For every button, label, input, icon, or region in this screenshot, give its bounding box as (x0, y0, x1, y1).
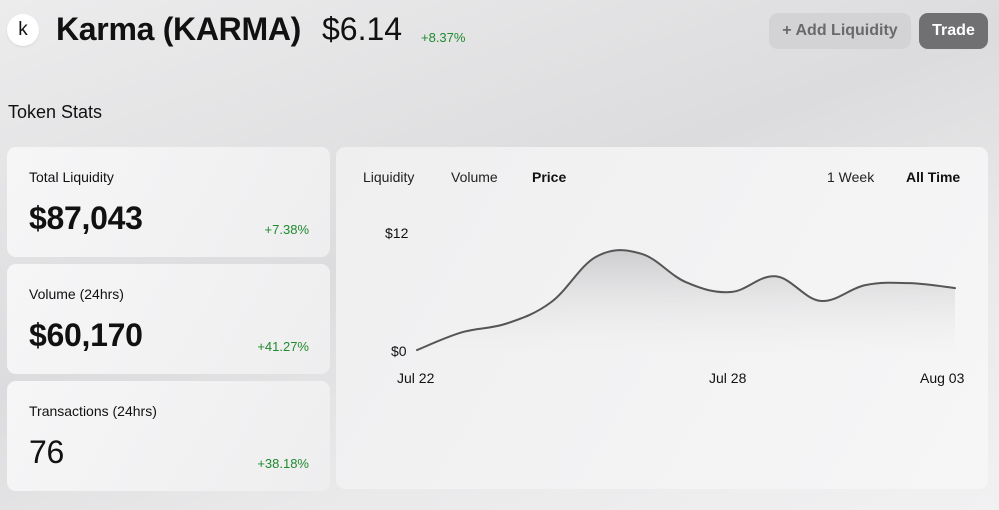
trade-label: Trade (932, 22, 975, 39)
stat-change: +41.27% (257, 339, 309, 354)
y-tick-label-min: $0 (391, 343, 407, 359)
tab-volume[interactable]: Volume (451, 169, 498, 185)
stat-label: Total Liquidity (29, 169, 114, 185)
stat-value: $87,043 (29, 200, 143, 236)
stat-card-transactions: Transactions (24hrs) 76 +38.18% (7, 381, 330, 491)
y-tick-label-max: $12 (385, 225, 409, 241)
token-name: Karma (KARMA) (56, 11, 302, 47)
price-chart-card: Liquidity Volume Price 1 Week All Time $… (336, 147, 988, 489)
price-area-chart (416, 249, 956, 353)
stat-change: +38.18% (257, 456, 309, 471)
x-tick-label-end: Aug 03 (920, 370, 965, 386)
x-tick-label-mid: Jul 28 (709, 370, 747, 386)
token-logo-letter: k (18, 19, 28, 40)
tab-1-week[interactable]: 1 Week (827, 169, 875, 185)
token-price: $6.14 (322, 11, 403, 47)
add-liquidity-button[interactable]: + Add Liquidity (769, 13, 911, 49)
section-title: Token Stats (8, 102, 103, 122)
stat-label: Transactions (24hrs) (29, 403, 157, 419)
add-liquidity-label: + Add Liquidity (782, 22, 898, 39)
stat-value: 76 (29, 434, 64, 470)
trade-button[interactable]: Trade (919, 13, 988, 49)
token-price-change: +8.37% (421, 30, 466, 45)
stat-label: Volume (24hrs) (29, 286, 124, 302)
price-series-line (416, 249, 956, 352)
tab-price[interactable]: Price (532, 169, 567, 185)
stat-change: +7.38% (264, 222, 309, 237)
x-tick-label-start: Jul 22 (397, 370, 435, 386)
token-header: k Karma (KARMA) $6.14 +8.37% + Add Liqui… (0, 0, 999, 64)
price-area-fill (417, 250, 955, 353)
tab-all-time[interactable]: All Time (906, 169, 961, 185)
token-logo: k (7, 14, 39, 46)
tab-liquidity[interactable]: Liquidity (363, 169, 415, 185)
stat-card-volume: Volume (24hrs) $60,170 +41.27% (7, 264, 330, 374)
stat-value: $60,170 (29, 317, 143, 353)
stat-card-total-liquidity: Total Liquidity $87,043 +7.38% (7, 147, 330, 257)
